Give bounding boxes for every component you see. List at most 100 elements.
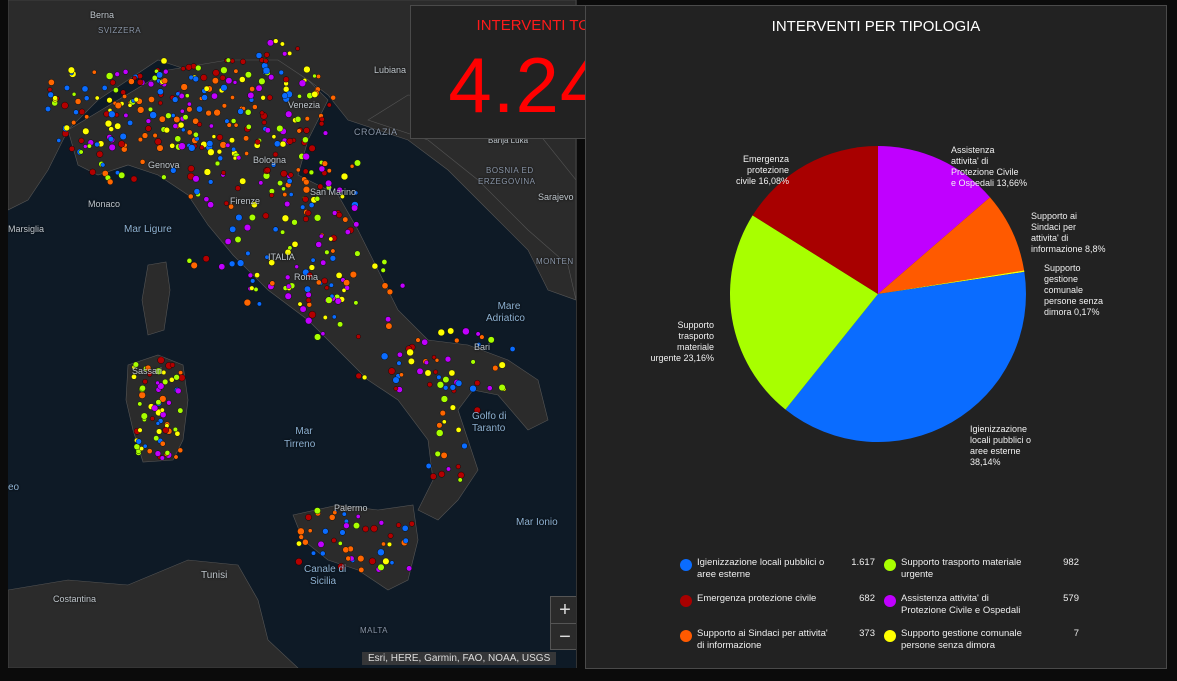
intervention-point[interactable] — [247, 92, 255, 99]
intervention-point[interactable] — [195, 64, 202, 72]
intervention-point[interactable] — [382, 557, 390, 565]
intervention-point[interactable] — [406, 565, 412, 572]
intervention-point[interactable] — [308, 169, 315, 176]
intervention-point[interactable] — [377, 548, 385, 556]
intervention-point[interactable] — [444, 356, 452, 363]
intervention-point[interactable] — [131, 373, 137, 380]
intervention-point[interactable] — [330, 248, 336, 254]
intervention-point[interactable] — [156, 428, 163, 435]
intervention-point[interactable] — [381, 259, 388, 265]
intervention-point[interactable] — [165, 112, 172, 119]
intervention-point[interactable] — [216, 149, 223, 155]
intervention-point[interactable] — [306, 272, 313, 278]
intervention-point[interactable] — [105, 72, 114, 80]
intervention-point[interactable] — [163, 127, 170, 134]
intervention-point[interactable] — [325, 296, 333, 304]
intervention-point[interactable] — [427, 382, 433, 388]
intervention-point[interactable] — [248, 214, 256, 221]
intervention-point[interactable] — [314, 333, 322, 341]
intervention-point[interactable] — [231, 146, 237, 152]
intervention-point[interactable] — [469, 385, 477, 393]
intervention-point[interactable] — [157, 356, 165, 364]
intervention-point[interactable] — [254, 272, 260, 278]
intervention-point[interactable] — [479, 334, 485, 340]
intervention-point[interactable] — [277, 180, 283, 187]
intervention-point[interactable] — [224, 118, 230, 124]
intervention-point[interactable] — [287, 51, 293, 56]
legend-item-igienizzazione[interactable]: Igienizzazione locali pubblici o aree es… — [680, 557, 875, 585]
intervention-point[interactable] — [226, 122, 232, 128]
intervention-point[interactable] — [443, 385, 449, 391]
intervention-point[interactable] — [157, 88, 164, 95]
intervention-point[interactable] — [118, 171, 126, 179]
intervention-point[interactable] — [336, 187, 343, 194]
intervention-point[interactable] — [161, 77, 169, 85]
intervention-point[interactable] — [431, 355, 437, 360]
intervention-point[interactable] — [207, 201, 214, 208]
intervention-point[interactable] — [449, 384, 456, 391]
intervention-point[interactable] — [71, 92, 77, 97]
intervention-point[interactable] — [230, 95, 235, 100]
intervention-point[interactable] — [402, 537, 409, 544]
intervention-point[interactable] — [220, 66, 228, 74]
intervention-point[interactable] — [73, 109, 79, 115]
intervention-point[interactable] — [63, 124, 70, 132]
intervention-point[interactable] — [311, 91, 319, 98]
map-attribution[interactable]: Esri, HERE, Garmin, FAO, NOAA, USGS — [362, 652, 557, 665]
intervention-point[interactable] — [305, 514, 312, 521]
intervention-point[interactable] — [308, 202, 315, 208]
intervention-point[interactable] — [239, 177, 247, 185]
intervention-point[interactable] — [268, 74, 275, 81]
intervention-point[interactable] — [434, 450, 441, 457]
intervention-point[interactable] — [82, 127, 90, 135]
intervention-point[interactable] — [328, 236, 334, 242]
intervention-point[interactable] — [371, 262, 379, 270]
intervention-point[interactable] — [170, 167, 177, 174]
intervention-point[interactable] — [137, 73, 143, 80]
intervention-point[interactable] — [436, 374, 442, 380]
intervention-point[interactable] — [302, 153, 310, 161]
intervention-point[interactable] — [401, 525, 409, 532]
intervention-point[interactable] — [118, 140, 126, 148]
intervention-point[interactable] — [389, 560, 395, 566]
intervention-point[interactable] — [114, 71, 120, 77]
intervention-point[interactable] — [434, 358, 440, 363]
intervention-point[interactable] — [137, 401, 143, 407]
intervention-point[interactable] — [172, 123, 179, 129]
intervention-point[interactable] — [337, 321, 343, 328]
intervention-point[interactable] — [302, 539, 309, 546]
intervention-point[interactable] — [302, 186, 311, 194]
intervention-point[interactable] — [138, 391, 146, 399]
intervention-point[interactable] — [133, 96, 139, 103]
intervention-point[interactable] — [69, 145, 75, 152]
intervention-point[interactable] — [122, 69, 129, 75]
intervention-point[interactable] — [187, 101, 192, 107]
intervention-point[interactable] — [175, 387, 182, 395]
intervention-point[interactable] — [400, 283, 406, 289]
intervention-point[interactable] — [147, 80, 155, 88]
intervention-point[interactable] — [313, 507, 321, 515]
intervention-point[interactable] — [177, 407, 184, 414]
intervention-point[interactable] — [214, 160, 221, 167]
intervention-point[interactable] — [317, 540, 325, 548]
intervention-point[interactable] — [320, 259, 327, 266]
intervention-point[interactable] — [306, 302, 312, 308]
legend-item-sindaci[interactable]: Supporto ai Sindaci per attivita' di inf… — [680, 628, 875, 656]
intervention-point[interactable] — [279, 41, 285, 47]
intervention-point[interactable] — [145, 364, 152, 372]
intervention-point[interactable] — [127, 120, 134, 126]
intervention-point[interactable] — [173, 116, 181, 123]
intervention-point[interactable] — [429, 473, 437, 480]
intervention-point[interactable] — [424, 369, 432, 377]
intervention-point[interactable] — [230, 58, 235, 64]
intervention-point[interactable] — [244, 109, 252, 116]
intervention-point[interactable] — [409, 521, 415, 527]
intervention-point[interactable] — [328, 282, 334, 288]
intervention-point[interactable] — [162, 378, 169, 385]
intervention-point[interactable] — [137, 106, 145, 114]
intervention-point[interactable] — [272, 226, 279, 233]
intervention-point[interactable] — [119, 132, 127, 140]
intervention-point[interactable] — [249, 86, 255, 92]
intervention-point[interactable] — [142, 379, 148, 385]
pie-slice[interactable] — [878, 197, 1025, 294]
